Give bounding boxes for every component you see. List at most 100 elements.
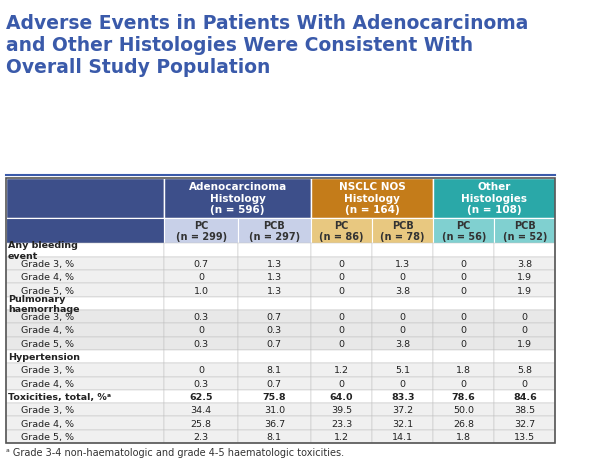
Text: 0: 0 [400,326,406,335]
Bar [311,178,433,218]
Bar [6,297,164,310]
Bar [433,218,494,244]
Bar [494,324,555,337]
Bar [311,390,372,403]
Bar [6,310,164,324]
Text: 1.3: 1.3 [267,273,282,282]
Bar [6,257,164,270]
Bar [372,310,433,324]
Text: Grade 4, %: Grade 4, % [12,419,74,428]
Bar [372,377,433,390]
Bar [372,390,433,403]
Text: 0.3: 0.3 [194,339,208,348]
Bar [494,390,555,403]
Bar [6,377,164,390]
Bar [433,310,494,324]
Bar [433,244,494,257]
Text: PC
(n = 299): PC (n = 299) [175,220,227,242]
Bar [372,257,433,270]
Bar [433,257,494,270]
Text: 84.6: 84.6 [513,392,536,401]
Text: Grade 4, %: Grade 4, % [12,273,74,282]
Text: 25.8: 25.8 [191,419,211,428]
Bar [6,390,164,403]
Bar [238,364,311,377]
Bar [311,416,372,430]
Text: 0: 0 [400,379,406,388]
Bar [494,416,555,430]
Bar [494,377,555,390]
Bar [164,270,238,284]
Text: 75.8: 75.8 [262,392,286,401]
Text: 0: 0 [338,273,345,282]
Bar [238,337,311,350]
Text: 62.5: 62.5 [189,392,213,401]
Text: 0: 0 [522,313,528,321]
Bar [372,337,433,350]
Bar [494,270,555,284]
Text: Grade 3, %: Grade 3, % [12,313,74,321]
Text: 64.0: 64.0 [330,392,353,401]
Bar [433,377,494,390]
Text: 36.7: 36.7 [264,419,285,428]
Text: 0: 0 [338,326,345,335]
Bar [238,416,311,430]
Text: 78.6: 78.6 [452,392,476,401]
Text: 0: 0 [338,286,345,295]
Text: NSCLC NOS
Histology
(n = 164): NSCLC NOS Histology (n = 164) [339,182,405,215]
Bar [494,218,555,244]
Bar [164,284,238,297]
Text: PC
(n = 56): PC (n = 56) [441,220,486,242]
Text: 1.9: 1.9 [517,273,532,282]
Text: PC
(n = 86): PC (n = 86) [319,220,364,242]
Text: Grade 3, %: Grade 3, % [12,405,74,414]
Bar [6,178,164,218]
Text: 0: 0 [461,326,466,335]
Bar [372,244,433,257]
Text: 0.7: 0.7 [267,339,282,348]
Bar [494,337,555,350]
Bar [164,297,238,310]
Bar [311,270,372,284]
Bar [311,430,372,443]
Bar [238,297,311,310]
Bar [311,403,372,416]
Text: 13.5: 13.5 [514,432,535,441]
Bar [311,364,372,377]
Bar [6,218,164,244]
Text: 0.3: 0.3 [267,326,282,335]
Text: 0: 0 [198,365,204,375]
Bar [164,310,238,324]
Text: 0: 0 [338,339,345,348]
Bar [311,284,372,297]
Text: ᵃ Grade 3-4 non-haematologic and grade 4-5 haematologic toxicities.: ᵃ Grade 3-4 non-haematologic and grade 4… [6,447,344,457]
Text: 5.1: 5.1 [395,365,410,375]
Text: 1.0: 1.0 [194,286,208,295]
Text: 0: 0 [400,313,406,321]
Text: Grade 4, %: Grade 4, % [12,326,74,335]
Text: Grade 3, %: Grade 3, % [12,365,74,375]
Bar [6,350,164,364]
Bar [164,364,238,377]
Bar [311,297,372,310]
Bar [433,350,494,364]
Bar [494,297,555,310]
Bar [6,364,164,377]
Bar [433,324,494,337]
Bar [6,244,164,257]
Text: 0: 0 [461,286,466,295]
Text: 34.4: 34.4 [191,405,211,414]
Bar [164,324,238,337]
Bar [372,403,433,416]
Bar [433,270,494,284]
Bar [238,284,311,297]
Bar [433,430,494,443]
Text: Adenocarcinoma
Histology
(n = 596): Adenocarcinoma Histology (n = 596) [189,182,287,215]
Bar [6,178,555,443]
Bar [494,244,555,257]
Text: 50.0: 50.0 [453,405,474,414]
Bar [164,430,238,443]
Text: 38.5: 38.5 [514,405,535,414]
Text: 0: 0 [198,326,204,335]
Text: 0: 0 [522,379,528,388]
